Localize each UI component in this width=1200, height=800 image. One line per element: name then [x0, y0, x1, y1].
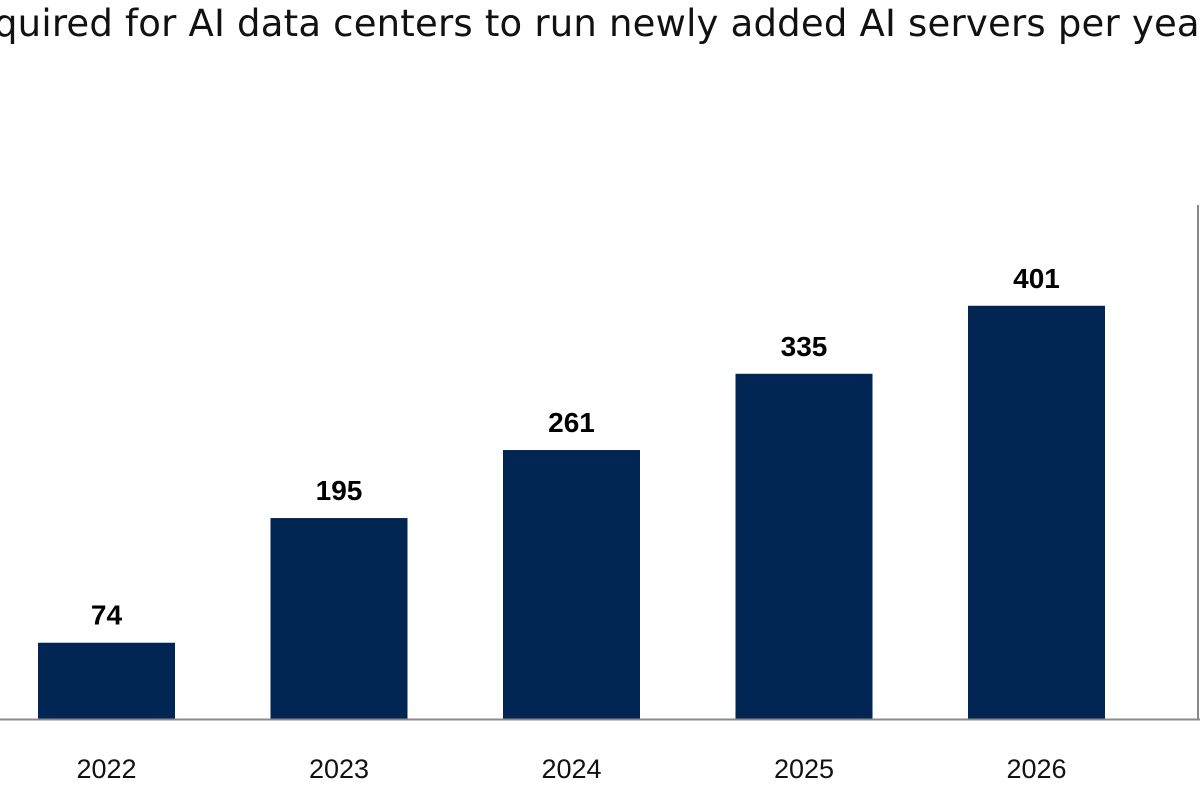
x-tick-2022: 2022: [76, 754, 136, 784]
data-label-2026: 401: [1013, 263, 1060, 294]
data-label-2023: 195: [316, 475, 363, 506]
x-tick-labels-group: 2022 2023 2024 2025 2026: [76, 754, 1066, 784]
bar-2024: [503, 450, 640, 719]
data-label-2025: 335: [781, 331, 828, 362]
chart-title: quired for AI data centers to run newly …: [0, 2, 1200, 45]
x-tick-2026: 2026: [1006, 754, 1066, 784]
x-tick-2025: 2025: [774, 754, 834, 784]
data-labels-group: 74 195 261 335 401: [91, 263, 1060, 631]
x-tick-2023: 2023: [309, 754, 369, 784]
bar-2023: [270, 518, 408, 719]
data-label-2022: 74: [91, 600, 123, 631]
bar-2022: [38, 642, 175, 719]
bar-2025: [735, 373, 873, 719]
bar-2026: [968, 305, 1105, 719]
bars-group: [38, 305, 1105, 719]
data-label-2024: 261: [548, 407, 595, 438]
x-tick-2024: 2024: [541, 754, 601, 784]
